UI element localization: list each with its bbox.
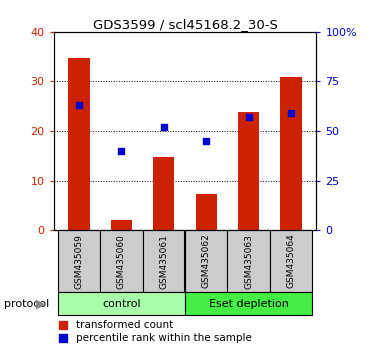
- Point: [288, 110, 294, 116]
- Text: control: control: [102, 298, 141, 309]
- FancyBboxPatch shape: [185, 292, 312, 315]
- Text: GSM435060: GSM435060: [117, 234, 126, 289]
- Bar: [196, 194, 217, 230]
- Point: [246, 114, 252, 120]
- FancyBboxPatch shape: [270, 230, 312, 292]
- Text: GSM435061: GSM435061: [159, 234, 168, 289]
- Bar: [238, 112, 259, 230]
- Bar: [68, 58, 90, 230]
- Bar: [280, 78, 302, 230]
- Text: ▶: ▶: [36, 297, 46, 310]
- Bar: [153, 157, 174, 230]
- FancyBboxPatch shape: [142, 230, 185, 292]
- Legend: transformed count, percentile rank within the sample: transformed count, percentile rank withi…: [59, 320, 251, 343]
- Text: GSM435064: GSM435064: [286, 234, 295, 289]
- Title: GDS3599 / scl45168.2_30-S: GDS3599 / scl45168.2_30-S: [92, 18, 278, 31]
- Point: [161, 124, 167, 130]
- FancyBboxPatch shape: [58, 292, 185, 315]
- Point: [203, 138, 209, 144]
- Text: GSM435059: GSM435059: [75, 234, 84, 289]
- Text: GSM435062: GSM435062: [202, 234, 211, 289]
- Text: GSM435063: GSM435063: [244, 234, 253, 289]
- Point: [118, 148, 124, 154]
- FancyBboxPatch shape: [58, 230, 100, 292]
- Point: [76, 102, 82, 108]
- FancyBboxPatch shape: [100, 230, 142, 292]
- Text: protocol: protocol: [4, 298, 49, 309]
- FancyBboxPatch shape: [185, 230, 228, 292]
- Bar: [111, 220, 132, 230]
- Text: Eset depletion: Eset depletion: [209, 298, 289, 309]
- FancyBboxPatch shape: [228, 230, 270, 292]
